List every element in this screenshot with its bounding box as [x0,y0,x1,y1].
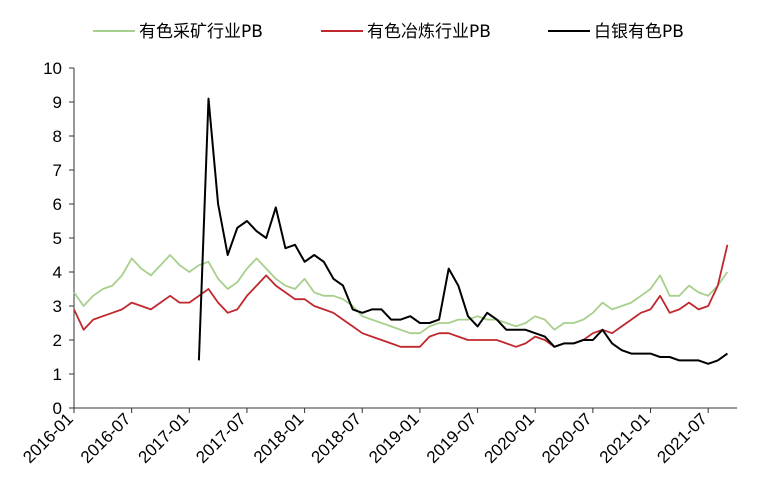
y-tick-label: 6 [53,195,62,214]
x-tick-label: 2016-07 [77,409,135,467]
x-tick-label: 2019-01 [365,409,423,467]
series-line-3 [197,97,728,365]
y-tick-label: 8 [53,127,62,146]
x-tick-label: 2018-07 [308,409,366,467]
y-tick-label: 10 [43,59,62,78]
x-tick-label: 2018-01 [250,409,308,467]
x-tick-label: 2021-07 [653,409,711,467]
series-lines [73,97,729,365]
y-tick-label: 4 [53,263,62,282]
x-tick-label: 2016-01 [19,409,77,467]
series-line-1 [73,254,729,335]
legend-label-3: 白银有色PB [594,22,684,42]
series-line-2 [73,244,729,348]
axes: 0 1 2 3 4 5 6 7 8 9 10 2016-01 2016-07 2017-01 2017-07… [19,59,737,467]
y-tick-label: 5 [53,229,62,248]
x-tick-label: 2021-01 [596,409,654,467]
x-tick-label: 2019-07 [423,409,481,467]
x-tick-label: 2020-01 [480,409,538,467]
x-tick-label: 2017-07 [192,409,250,467]
x-tick-label: 2020-07 [538,409,596,467]
y-tick-label: 9 [53,93,62,112]
y-tick-label: 1 [53,365,62,384]
legend-label-1: 有色采矿行业PB [139,22,263,42]
y-tick-label: 3 [53,297,62,316]
y-tick-label: 7 [53,161,62,180]
x-tick-label: 2017-01 [135,409,193,467]
y-tick-label: 0 [53,399,62,418]
y-tick-label: 2 [53,331,62,350]
legend-label-2: 有色冶炼行业PB [367,22,491,42]
legend: 有色采矿行业PB 有色冶炼行业PB 白银有色PB [93,22,684,42]
